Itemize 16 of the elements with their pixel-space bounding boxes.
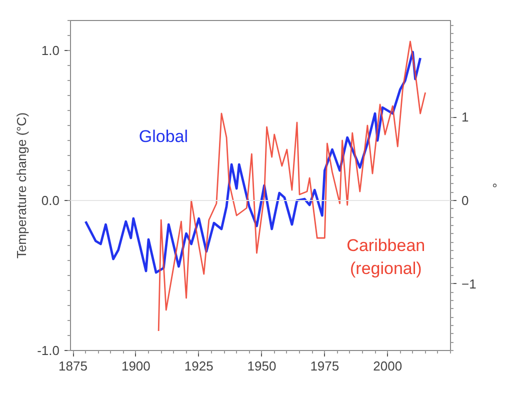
y2-axis-title: ° (484, 182, 500, 188)
y2-tick-label: 1 (462, 110, 469, 125)
x-tick-label: 1900 (121, 358, 150, 374)
x-tick-label: 1950 (247, 358, 276, 374)
y2-tick-label: −1 (462, 276, 476, 292)
y2-tick-label: 0 (462, 193, 469, 208)
y-tick-label: 0.0 (41, 193, 60, 208)
y-tick-label: 1.0 (41, 43, 60, 58)
x-tick-label: 2000 (373, 358, 402, 374)
text: Global (138, 126, 188, 146)
y-tick-label: -1.0 (37, 343, 60, 358)
x-tick-label: 1925 (184, 358, 214, 374)
series-label: Caribbean (regional) (346, 236, 426, 278)
y-axis-title: Temperature change (°C) (14, 112, 30, 259)
x-tick-label: 1975 (310, 358, 340, 374)
x-tick-label: 1875 (58, 358, 88, 374)
